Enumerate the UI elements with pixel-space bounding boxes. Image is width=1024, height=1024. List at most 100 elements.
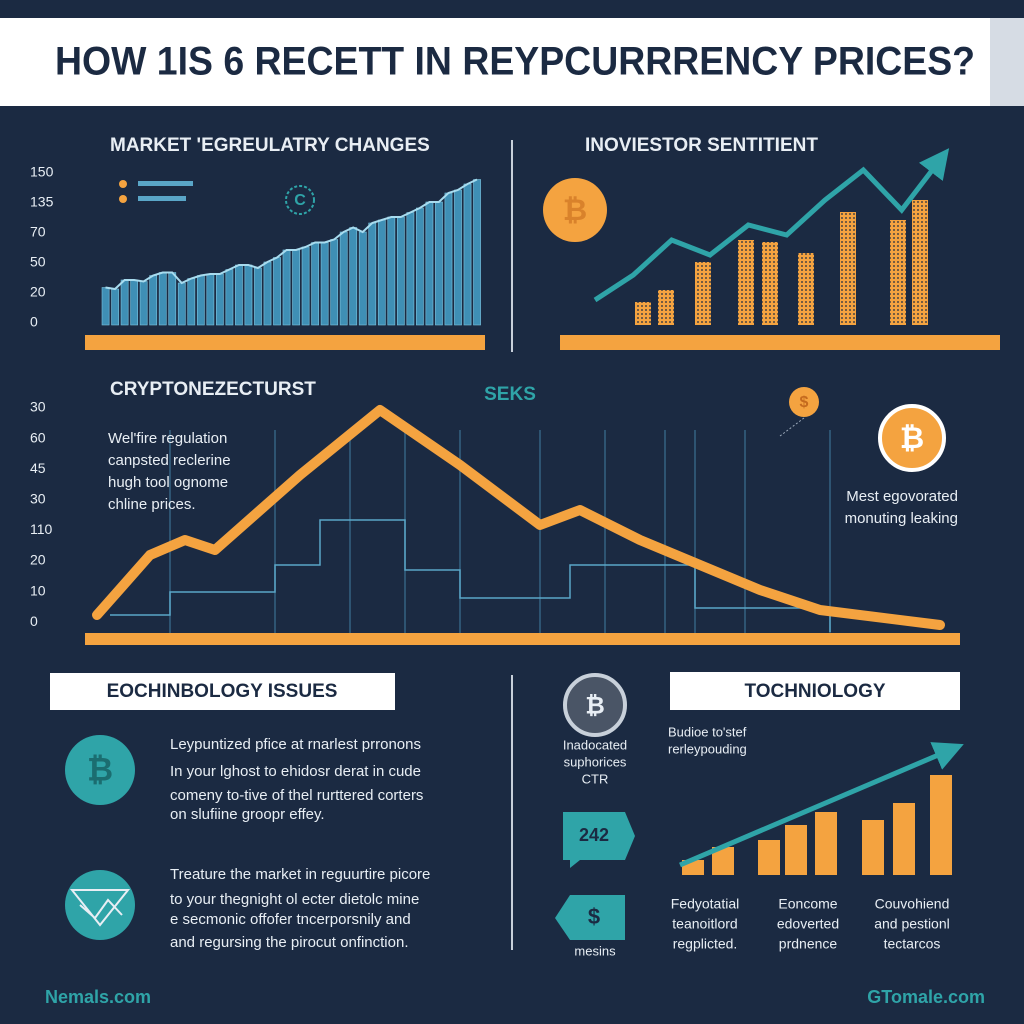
bar xyxy=(177,282,186,326)
bar xyxy=(815,812,837,875)
bitcoin-icon xyxy=(543,178,607,242)
axis-label: 70 xyxy=(30,224,46,240)
paragraph-line: and regursing the pirocut onfinction. xyxy=(170,934,408,951)
bar xyxy=(712,847,734,875)
bar xyxy=(292,249,300,326)
badge-number: 242 xyxy=(579,825,609,845)
paragraph-line: In your lghost to ehidosr derat in cude xyxy=(170,763,421,780)
paragraph-line: e secmonic offofer tncerporsnily and xyxy=(170,911,411,928)
paragraph-line: comeny to-tive of thel rurttered corters xyxy=(170,787,423,804)
column-label: Couvohiend xyxy=(875,896,950,912)
bar xyxy=(282,249,291,326)
panel-title: CRYPTONEZECTURST xyxy=(110,379,316,400)
trend-line xyxy=(593,148,950,303)
bar xyxy=(158,272,167,326)
bar xyxy=(120,279,129,326)
issue-icon xyxy=(65,735,135,805)
column-label: teanoitlord xyxy=(672,916,737,932)
paragraph-line: to your thegnight ol ecter dietolc mine xyxy=(170,891,419,908)
axis-label: 30 xyxy=(30,399,46,415)
bar xyxy=(244,264,253,326)
bar xyxy=(130,279,139,326)
column-label: Fedyotatial xyxy=(671,896,739,912)
bar xyxy=(235,264,243,326)
bar xyxy=(216,273,224,326)
dollar-glyph: $ xyxy=(588,904,600,929)
bar xyxy=(435,201,443,326)
axis-label: 30 xyxy=(30,491,46,507)
panel-title: INOVIESTOR SENTITIENT xyxy=(585,135,818,156)
bar xyxy=(377,219,386,326)
bitcoin-icon xyxy=(878,404,946,472)
bar xyxy=(798,253,814,325)
footer-right: GTomale.com xyxy=(867,987,985,1007)
bar xyxy=(463,183,472,326)
bar xyxy=(635,302,651,325)
bar xyxy=(225,269,234,326)
dollar-tag xyxy=(555,895,625,940)
badge-caption: mesins xyxy=(574,943,616,958)
side-note: Mest egovorated xyxy=(846,488,958,505)
bar xyxy=(912,200,928,325)
axis-label: 110 xyxy=(30,521,53,537)
panel-subtitle: SEKS xyxy=(484,384,536,405)
note-line: hugh tool ognome xyxy=(108,474,228,491)
chart-icon xyxy=(69,889,131,927)
bar xyxy=(206,273,215,326)
baseline xyxy=(560,335,1000,350)
legend-mark xyxy=(119,180,193,203)
column-label: regplicted. xyxy=(673,936,738,952)
coin-icon xyxy=(285,185,315,215)
bar xyxy=(330,239,339,326)
bar xyxy=(358,231,367,326)
bar xyxy=(111,288,119,326)
bar xyxy=(187,278,196,326)
axis-label: 135 xyxy=(30,194,54,210)
bar xyxy=(416,207,424,326)
column-label: and pestionl xyxy=(874,916,950,932)
bar xyxy=(320,242,329,326)
side-note: monuting leaking xyxy=(845,510,958,527)
paragraph-line: Leypuntized pfice at rnarlest prronons xyxy=(170,736,421,753)
axis-label: 45 xyxy=(30,460,46,476)
bar xyxy=(301,246,310,326)
note-line: chline prices. xyxy=(108,496,196,513)
issue-icon xyxy=(65,870,135,940)
axis-label: 20 xyxy=(30,284,46,300)
column-label: tectarcos xyxy=(884,936,941,952)
bar xyxy=(368,222,377,326)
bar xyxy=(406,212,415,326)
bar xyxy=(396,216,405,326)
bar-outline xyxy=(105,178,478,291)
bar xyxy=(762,242,778,325)
axis-label: 10 xyxy=(30,582,46,598)
badge-text: CTR xyxy=(582,771,609,786)
trend-arrow xyxy=(679,742,964,868)
forecast-line xyxy=(92,405,945,630)
bar xyxy=(349,227,358,326)
bitcoin-glyph: ₿ xyxy=(563,194,587,227)
bitcoin-badge xyxy=(563,673,627,737)
bar xyxy=(139,281,148,326)
caption-line: Budioe to'stef xyxy=(668,724,747,739)
dollar-glyph: $ xyxy=(800,394,809,411)
section-box xyxy=(50,673,395,710)
column-label: Eoncome xyxy=(778,896,837,912)
bar xyxy=(930,775,952,875)
footer-left: Nemals.com xyxy=(45,987,151,1007)
speech-badge xyxy=(563,812,635,868)
bar xyxy=(339,231,348,326)
paragraph-line: on slufiine groopr effey. xyxy=(170,806,325,823)
bar xyxy=(473,179,481,326)
forecast-grid xyxy=(110,430,831,633)
paragraph-line: Treature the market in reguurtire picore xyxy=(170,866,430,883)
bar xyxy=(196,275,205,326)
bar xyxy=(425,201,434,326)
bar xyxy=(890,220,906,325)
bar xyxy=(101,287,110,326)
axis-label: 60 xyxy=(30,429,46,445)
panel-title: MARKET 'EGREULATRY CHANGES xyxy=(110,135,430,156)
bar xyxy=(444,192,453,326)
column-label: prdnence xyxy=(779,936,838,952)
